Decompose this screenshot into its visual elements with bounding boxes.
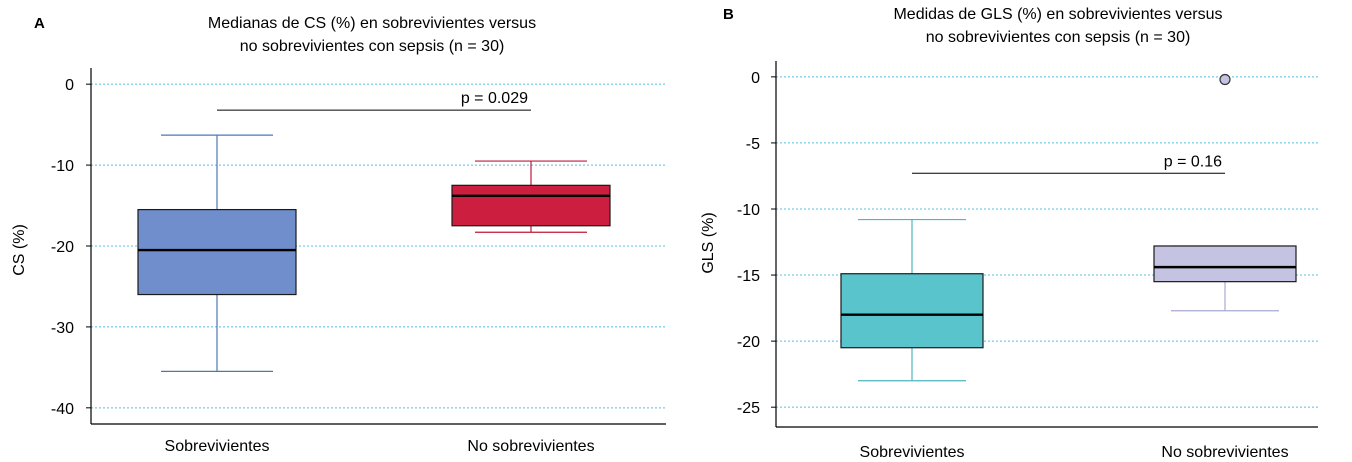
y-tick-label: -20	[737, 334, 760, 351]
panel-b-label: B	[723, 6, 734, 23]
panel-a-title-line-2: no sobrevivientes con sepsis (n = 30)	[240, 38, 505, 55]
box-iqr	[137, 208, 297, 296]
y-tick-label: -15	[737, 268, 760, 285]
panel-a-label: A	[34, 15, 45, 32]
panel-b-y-axis-label: GLS (%)	[700, 212, 717, 273]
panel-b-plot: 0 -5 -10 -15 -20 -25 Sobrevivientes No sobreviv…	[737, 61, 1318, 461]
panel-b-title-line-2: no sobrevivientes con sepsis (n = 30)	[926, 29, 1191, 46]
p-value-label: p = 0.16	[1164, 153, 1222, 170]
y-tick-label: 0	[65, 77, 74, 94]
p-value-label: p = 0.029	[461, 90, 528, 107]
y-tick-label: 0	[751, 70, 760, 87]
y-tick-label: -10	[51, 158, 74, 175]
y-tick-label: -10	[737, 202, 760, 219]
box-iqr	[840, 273, 984, 349]
box-iqr	[1153, 245, 1297, 283]
y-tick-label: -30	[51, 320, 74, 337]
y-tick-label: -25	[737, 400, 760, 417]
x-tick-label: No sobrevivientes	[1161, 444, 1288, 461]
y-tick-label: -20	[51, 239, 74, 256]
outlier-point	[1219, 73, 1231, 86]
y-tick-label: -5	[746, 136, 760, 153]
panel-b-title-line-1: Medidas de GLS (%) en sobrevivientes ver…	[893, 6, 1222, 23]
x-tick-label: No sobrevivientes	[467, 438, 594, 455]
x-tick-label: Sobrevivientes	[165, 438, 270, 455]
box-iqr	[451, 184, 611, 227]
panel-a-plot: 0 -10 -20 -30 -40 Sobrevivientes No sobrevivie…	[51, 68, 666, 455]
y-tick-label: -40	[51, 401, 74, 418]
x-tick-label: Sobrevivientes	[860, 444, 965, 461]
panel-a-title-line-1: Medianas de CS (%) en sobrevivientes ver…	[208, 15, 536, 32]
panel-a-y-axis-label: CS (%)	[11, 224, 28, 276]
